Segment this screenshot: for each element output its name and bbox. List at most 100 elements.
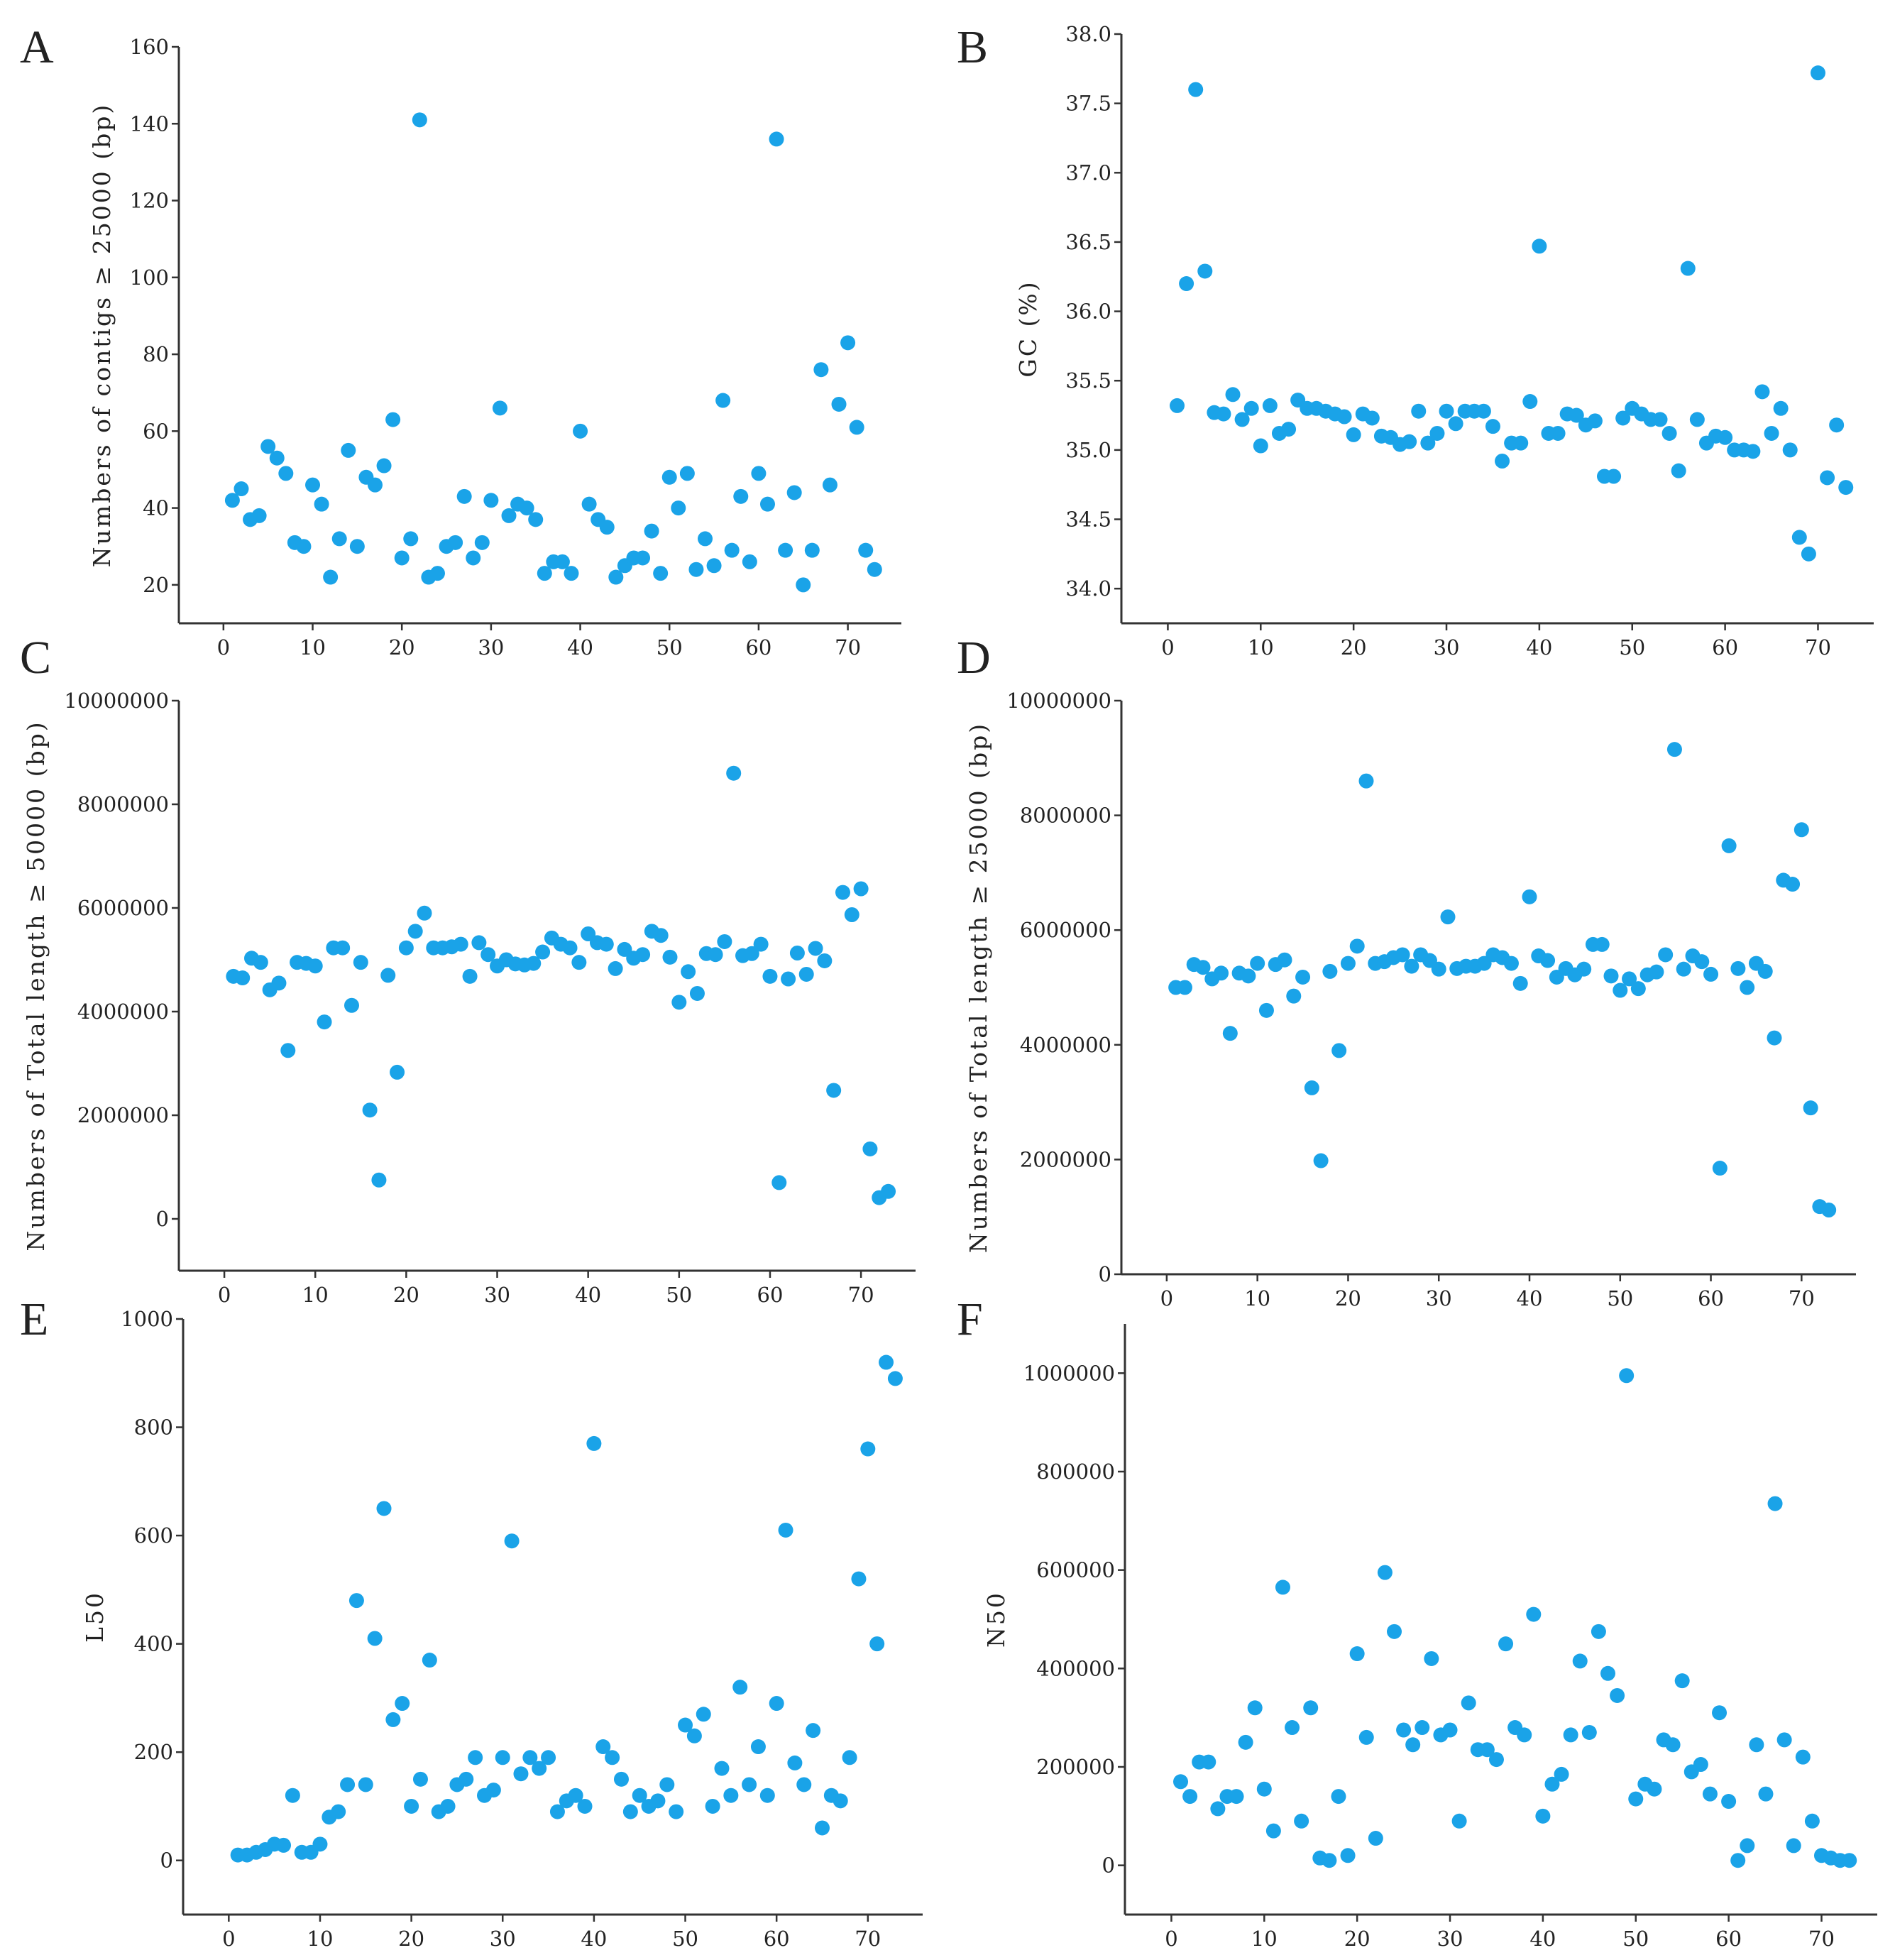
data-point [1340,1848,1356,1863]
data-point [1694,954,1710,970]
data-point [1689,412,1705,427]
y-tick-label: 2000000 [77,1103,169,1127]
data-point [1295,969,1311,985]
data-point [1265,1823,1281,1839]
data-point [678,1717,693,1733]
data-point [1554,1766,1569,1782]
data-point [1431,961,1446,977]
data-point [1721,838,1737,853]
data-point [1628,1791,1644,1807]
data-point [1594,936,1610,952]
data-point [814,1820,830,1836]
y-tick-label: 0 [1102,1854,1115,1878]
data-point [1405,1737,1421,1753]
data-point [1440,909,1456,925]
data-point [1349,938,1365,954]
x-tick-label: 10 [1248,635,1274,659]
data-point [867,562,882,577]
data-point [349,539,365,554]
data-point [380,968,396,983]
data-point [1550,425,1566,441]
y-tick-label: 20 [143,573,169,597]
data-point [253,955,268,970]
data-point [1201,1754,1216,1770]
x-tick-label: 30 [490,1927,516,1951]
x-tick-label: 50 [1622,1927,1649,1951]
data-point [1253,438,1268,454]
data-point [817,953,833,968]
data-point [1387,1624,1402,1639]
data-point [1210,1801,1226,1817]
panel-letter-e: E [20,1293,48,1345]
data-point [1247,1700,1263,1716]
data-point [744,946,759,961]
x-tick-label: 0 [1161,635,1174,659]
data-point [635,550,651,566]
data-point [367,477,383,493]
data-point [1587,413,1603,429]
data-point [296,539,312,554]
data-point [1776,1732,1792,1748]
data-point [1581,1724,1597,1740]
y-tick-label: 80 [143,342,169,366]
x-tick-label: 20 [1335,1286,1361,1310]
data-point [1250,956,1265,971]
data-point [422,1653,437,1668]
data-point [1424,1650,1439,1666]
data-point [260,439,276,454]
data-point [833,1793,848,1809]
y-tick-label: 400 [134,1632,173,1656]
data-point [708,947,723,963]
y-tick-label: 34.5 [1065,508,1111,532]
x-tick-label: 10 [307,1927,334,1951]
x-tick-label: 70 [1808,1927,1835,1951]
data-point [1346,427,1361,442]
y-tick-label: 4000000 [1020,1033,1111,1057]
data-point [786,485,802,500]
data-point [1613,982,1628,998]
data-point [1170,398,1185,413]
data-point [1794,822,1809,838]
panel-f: F 0 200000 400000 600000 800000 1000000 0 10 20 30… [957,1293,1877,1951]
data-point [1671,463,1686,478]
y-axis-label: GC (%) [1014,280,1042,377]
data-point [840,335,856,351]
data-point [335,940,351,956]
data-point [1693,1757,1708,1773]
data-point [681,964,696,980]
data-point [835,885,850,900]
data-point [1829,417,1845,433]
data-point [562,940,578,956]
panel-d: D 0 2000000 4000000 6000000 8000000 10000000 0 1… [957,632,1856,1310]
data-point [598,936,614,952]
data-point [1216,406,1231,422]
panel-b: B 34.0 34.5 35.0 35.5 36.0 36.5 37.0 37.5 38.0 0 10… [957,21,1874,659]
x-tick-label: 50 [657,635,683,659]
data-point [778,542,793,558]
data-point [1195,960,1211,975]
data-point [462,968,478,984]
y-tick-label: 40 [143,496,169,520]
x-tick-label: 30 [1434,635,1460,659]
data-point [1600,1665,1615,1681]
data-point [376,458,392,473]
data-point [1606,469,1622,484]
x-tick-label: 30 [1426,1286,1452,1310]
data-point [1773,400,1789,416]
data-point [271,975,287,991]
data-point [541,1750,556,1765]
data-point [1532,239,1547,254]
data-point [696,1707,711,1722]
data-point [1262,398,1278,413]
data-point [1358,1729,1374,1745]
data-point [862,1141,878,1156]
data-point [1544,1776,1560,1792]
x-tick-label: 70 [848,1283,874,1307]
y-axis-label: Numbers of contigs ≥ 25000 (bp) [88,103,116,567]
data-point [1229,1789,1244,1805]
data-point [526,956,542,971]
data-point [1188,82,1204,97]
data-point [448,535,463,550]
data-point [278,466,294,481]
data-point [1658,947,1674,963]
